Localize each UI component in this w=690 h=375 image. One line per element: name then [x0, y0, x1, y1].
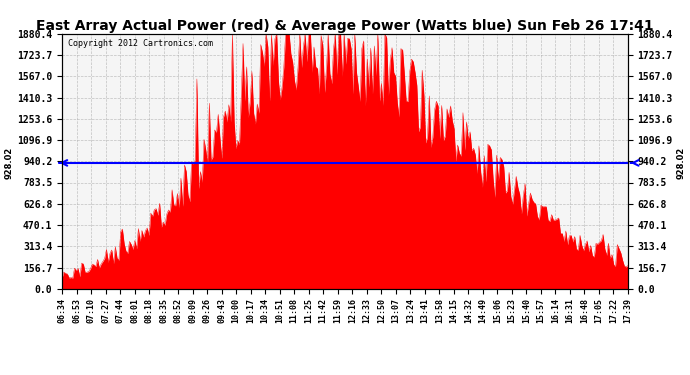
Text: 928.02: 928.02: [5, 147, 14, 179]
Title: East Array Actual Power (red) & Average Power (Watts blue) Sun Feb 26 17:41: East Array Actual Power (red) & Average …: [36, 19, 654, 33]
Text: Copyright 2012 Cartronics.com: Copyright 2012 Cartronics.com: [68, 39, 213, 48]
Text: 928.02: 928.02: [676, 147, 685, 179]
